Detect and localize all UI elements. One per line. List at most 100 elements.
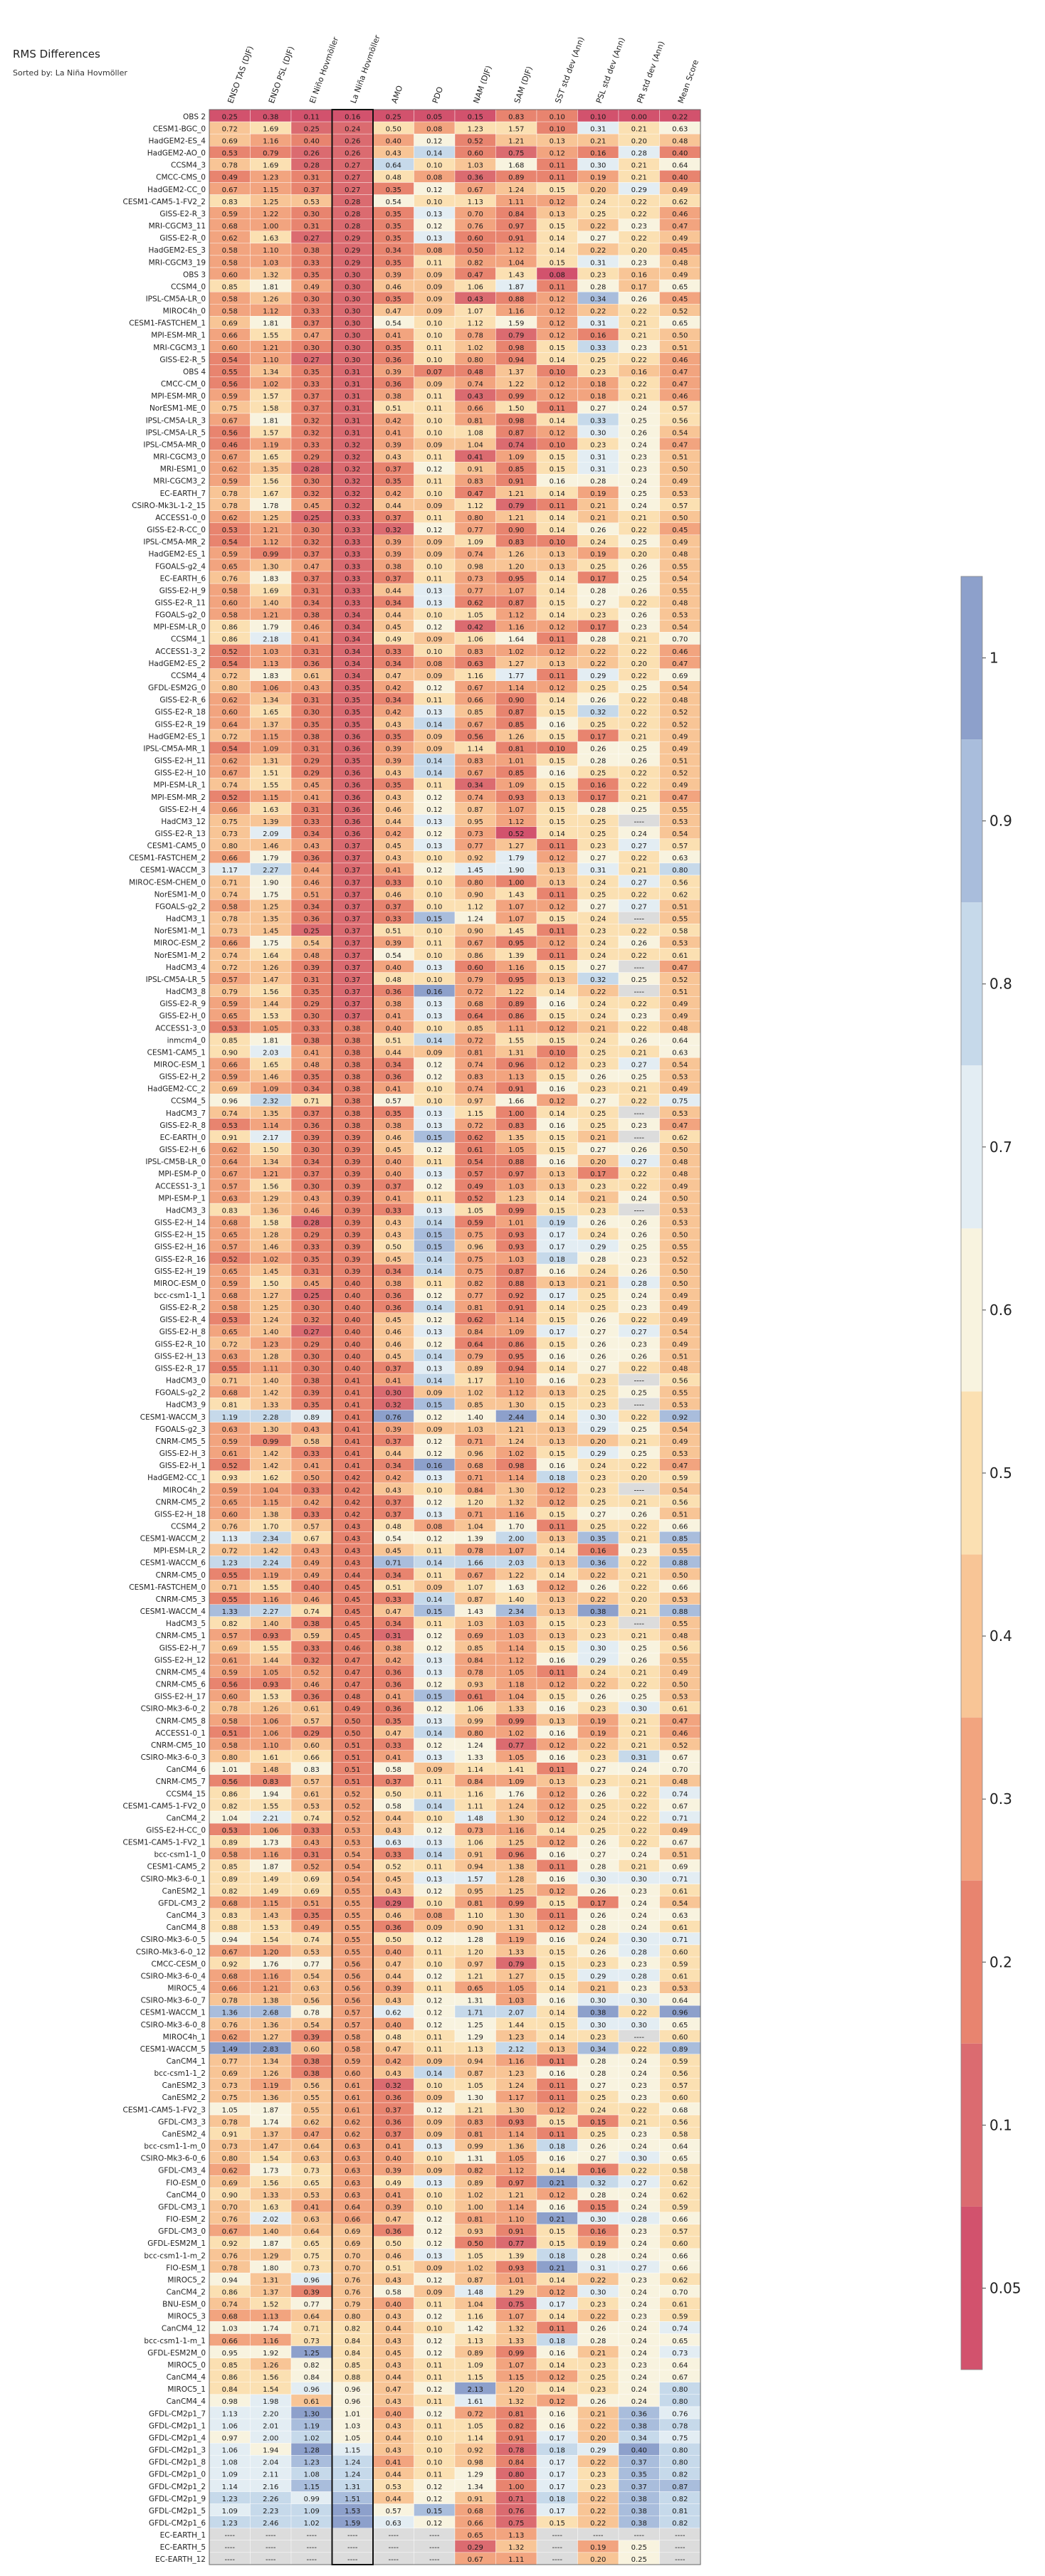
cell-value: 0.28	[304, 466, 320, 474]
cell-value: 0.79	[263, 150, 278, 158]
cell-value: 0.23	[631, 2082, 647, 2090]
cell-value: 0.82	[304, 2362, 320, 2370]
cell-value: 0.38	[345, 1086, 360, 1094]
cell-value: 0.30	[304, 478, 320, 486]
cell-value: 0.16	[550, 2155, 565, 2163]
cell-value: 0.31	[345, 429, 360, 437]
cell-value: 0.28	[590, 806, 606, 814]
cell-value: 0.50	[672, 1682, 688, 1689]
cell-value: 0.15	[550, 733, 565, 741]
cell-value: 1.13	[222, 1536, 238, 1543]
cell-value: 0.37	[345, 940, 360, 948]
cell-value: 0.49	[672, 235, 688, 243]
cell-value: 0.30	[304, 296, 320, 304]
cell-value: 0.32	[304, 1657, 320, 1664]
row-label: CESM1-WACCM_4	[140, 1608, 206, 1616]
cell-value: 0.13	[550, 2046, 565, 2054]
cell-value: 0.24	[631, 2070, 647, 2078]
cell-value: 0.23	[590, 1620, 606, 1628]
cell-value: 0.51	[304, 891, 320, 899]
cell-value: 1.06	[222, 2422, 238, 2430]
cell-value: 0.12	[426, 1183, 442, 1191]
cell-value: 0.05	[426, 113, 442, 121]
cell-value: 0.37	[304, 1171, 320, 1178]
cell-value: 0.27	[345, 174, 360, 182]
cell-value: 0.12	[426, 1632, 442, 1640]
cell-value: 0.23	[590, 1402, 606, 1410]
cell-value: 0.26	[631, 612, 647, 620]
cell-value: 1.02	[468, 344, 483, 352]
cell-value: 0.14	[550, 1195, 565, 1203]
cell-value: 1.30	[263, 1426, 278, 1434]
cell-value: 0.61	[672, 1973, 688, 1980]
cell-value: 2.12	[508, 2046, 524, 2054]
cell-value: 0.76	[222, 575, 238, 583]
cell-value: 0.78	[222, 916, 238, 924]
cell-value: 0.24	[631, 830, 647, 838]
cell-value: 0.13	[550, 879, 565, 887]
cell-value: 0.78	[222, 162, 238, 170]
cell-value: 0.21	[631, 332, 647, 340]
cell-value: 0.38	[386, 563, 401, 571]
cell-value: 1.32	[263, 271, 278, 279]
cell-value: 0.78	[222, 1997, 238, 2005]
cell-value: 0.66	[222, 855, 238, 862]
cell-value: 1.07	[508, 903, 524, 911]
cell-value: 1.27	[508, 1973, 524, 1980]
cell-value: 0.67	[222, 1171, 238, 1178]
cell-value: 0.31	[590, 320, 606, 328]
cell-value: 0.32	[345, 490, 360, 498]
cell-value: 0.37	[386, 1365, 401, 1373]
cell-value: 1.48	[263, 1766, 278, 1774]
cell-value: 0.27	[631, 1062, 647, 1070]
cell-value: 0.56	[672, 1645, 688, 1652]
cell-value: 0.87	[468, 806, 483, 814]
cell-value: 0.88	[672, 1560, 688, 1568]
cell-value: 0.90	[508, 527, 524, 534]
row-label: HadCM3_7	[166, 1109, 206, 1118]
cell-value: 0.64	[304, 2313, 320, 2321]
cell-value: 0.47	[672, 441, 688, 449]
cell-value: 0.14	[550, 697, 565, 704]
cell-value: 0.89	[468, 1365, 483, 1373]
row-label: HadCM3_8	[166, 988, 206, 996]
cell-value: 1.24	[508, 186, 524, 194]
cell-value: 0.55	[345, 1888, 360, 1896]
cell-value: 0.44	[304, 867, 320, 875]
cell-value: 0.59	[222, 393, 238, 401]
cell-value: 0.57	[222, 1244, 238, 1252]
cell-value: 0.71	[672, 1876, 688, 1884]
cell-value: 0.84	[468, 1329, 483, 1336]
cell-value: 0.12	[426, 2240, 442, 2248]
cell-value: 0.14	[550, 1365, 565, 1373]
cell-value: 0.24	[631, 441, 647, 449]
row-label: CESM1-CAM5-1-FV2_0	[122, 1802, 206, 1810]
cell-value: 0.21	[590, 1195, 606, 1203]
cell-value: 0.49	[672, 478, 688, 486]
cell-value: 0.84	[508, 211, 524, 218]
cell-value: 0.36	[345, 806, 360, 814]
cell-value: 0.54	[468, 1158, 483, 1166]
cell-value: 0.27	[631, 903, 647, 911]
cell-value: 0.11	[550, 2131, 565, 2138]
cell-value: 0.13	[426, 1669, 442, 1677]
cell-value: 0.62	[386, 2010, 401, 2017]
cell-value: 0.40	[345, 1365, 360, 1373]
cell-value: 0.39	[345, 1244, 360, 1252]
cell-value: 0.56	[468, 733, 483, 741]
cell-value: 0.69	[222, 1086, 238, 1094]
cell-value: 0.22	[631, 235, 647, 243]
cell-value: 0.51	[304, 1900, 320, 1908]
cell-value: 0.14	[426, 1596, 442, 1604]
cell-value: 0.53	[672, 1596, 688, 1604]
cell-value: 1.45	[263, 928, 278, 936]
cell-value: 0.41	[386, 1086, 401, 1094]
cell-value: ----	[225, 2532, 236, 2540]
cell-value: 0.25	[631, 575, 647, 583]
cell-value: 0.50	[672, 1232, 688, 1240]
cell-value: 0.12	[426, 2313, 442, 2321]
cell-value: 1.49	[263, 1876, 278, 1884]
cell-value: 0.41	[386, 429, 401, 437]
cell-value: 0.93	[263, 1682, 278, 1689]
cell-value: 0.38	[590, 1608, 606, 1616]
